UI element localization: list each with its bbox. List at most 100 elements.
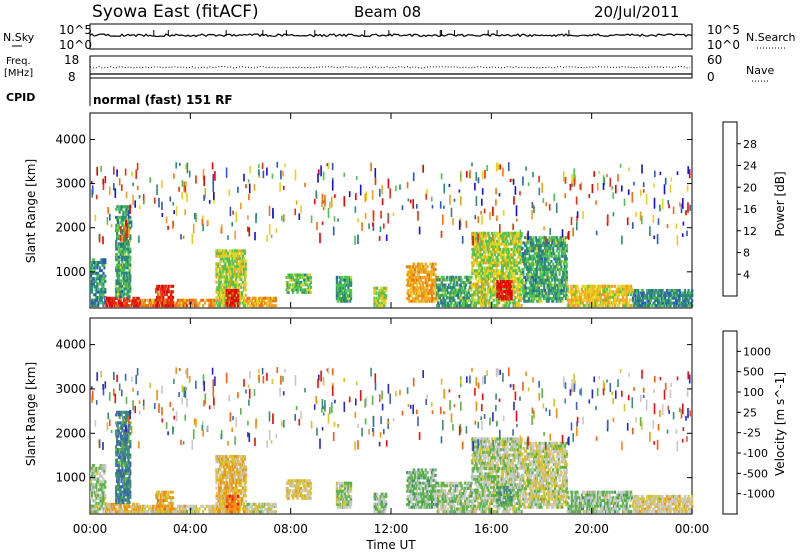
echo-cell	[453, 288, 456, 292]
echo-cell	[232, 285, 235, 289]
echo-cell	[642, 296, 645, 300]
echo-cell	[115, 207, 118, 211]
echo-cell	[242, 257, 246, 261]
echo-cell	[542, 252, 545, 256]
echo-cell	[456, 293, 460, 297]
echo-cell	[598, 287, 601, 291]
echo-cell	[235, 259, 238, 263]
echo-cell	[608, 298, 611, 302]
echo-cell	[667, 296, 670, 300]
echo-cell	[566, 287, 569, 291]
echo-cell	[303, 278, 306, 282]
echo-cell	[475, 231, 478, 235]
echo-cell	[557, 241, 560, 245]
echo-cell	[545, 267, 548, 271]
echo-cell	[430, 286, 433, 290]
echo-cell	[546, 273, 549, 277]
echo-cell	[449, 281, 452, 284]
y-tick-label: 2000	[55, 221, 86, 235]
echo-cell	[487, 250, 490, 254]
echo-cell	[430, 273, 433, 277]
echo-cell	[128, 295, 131, 299]
echo-cell	[532, 257, 535, 261]
echo-cell	[115, 215, 118, 219]
echo-cell	[453, 286, 456, 290]
echo-cell	[244, 267, 247, 271]
echo-cell	[234, 254, 237, 258]
echo-cell	[482, 245, 485, 249]
echo-cell	[247, 226, 249, 232]
echo-cell	[476, 242, 479, 246]
echo-cell	[594, 284, 597, 288]
echo-cell	[305, 290, 308, 294]
echo-cell	[244, 280, 247, 284]
echo-cell	[266, 304, 269, 308]
echo-cell	[477, 233, 479, 243]
echo-cell	[474, 277, 477, 281]
echo-cell	[497, 263, 500, 267]
echo-cell	[464, 286, 467, 290]
echo-cell	[462, 288, 465, 292]
echo-cell	[117, 223, 120, 227]
echo-cell	[497, 247, 500, 251]
nsearch-tick-top: 10^5	[707, 23, 740, 37]
echo-cell	[650, 294, 653, 297]
echo-cell	[115, 226, 118, 230]
echo-cell	[129, 221, 132, 225]
echo-cell	[644, 301, 647, 305]
echo-cell	[528, 254, 531, 258]
echo-cell	[245, 301, 248, 305]
echo-cell	[444, 283, 447, 287]
echo-cell	[678, 299, 681, 303]
echo-cell	[630, 284, 633, 288]
echo-cell	[538, 265, 541, 269]
echo-cell	[606, 304, 609, 308]
echo-cell	[90, 493, 94, 497]
echo-cell	[191, 304, 194, 308]
echo-cell	[634, 301, 637, 305]
echo-cell	[566, 295, 569, 299]
echo-cell	[453, 299, 456, 302]
echo-cell	[669, 299, 672, 303]
echo-cell	[545, 278, 548, 282]
echo-cell	[496, 282, 499, 286]
echo-cell	[673, 296, 676, 300]
echo-cell	[560, 283, 563, 287]
echo-cell	[585, 284, 588, 288]
echo-cell	[436, 299, 439, 302]
echo-cell	[230, 278, 233, 281]
echo-cell	[378, 236, 381, 241]
echo-cell	[235, 272, 238, 276]
echo-cell	[491, 296, 494, 300]
echo-cell	[632, 294, 635, 297]
echo-cell	[121, 252, 124, 256]
echo-cell	[173, 210, 175, 215]
echo-cell	[235, 280, 238, 284]
echo-cell	[125, 191, 128, 199]
echo-cell	[159, 290, 162, 294]
echo-cell	[517, 247, 521, 251]
echo-cell	[512, 285, 515, 289]
echo-cell	[90, 290, 94, 294]
echo-cell	[104, 298, 107, 302]
echo-cell	[234, 270, 237, 274]
echo-cell	[461, 281, 464, 284]
echo-cell	[97, 480, 100, 484]
echo-cell	[223, 288, 226, 292]
echo-cell	[171, 304, 175, 308]
echo-cell	[507, 253, 510, 257]
echo-cell	[286, 281, 289, 284]
echo-cell	[171, 284, 175, 288]
echo-cell	[411, 281, 414, 285]
echo-cell	[220, 267, 223, 271]
echo-cell	[112, 296, 115, 300]
echo-cell	[348, 275, 351, 279]
echo-cell	[100, 298, 103, 302]
echo-cell	[503, 237, 506, 241]
echo-cell	[529, 270, 532, 274]
echo-cell	[116, 245, 120, 248]
echo-cell	[507, 266, 510, 270]
echo-cell	[263, 299, 266, 303]
echo-cell	[633, 181, 635, 186]
echo-cell	[665, 299, 669, 303]
